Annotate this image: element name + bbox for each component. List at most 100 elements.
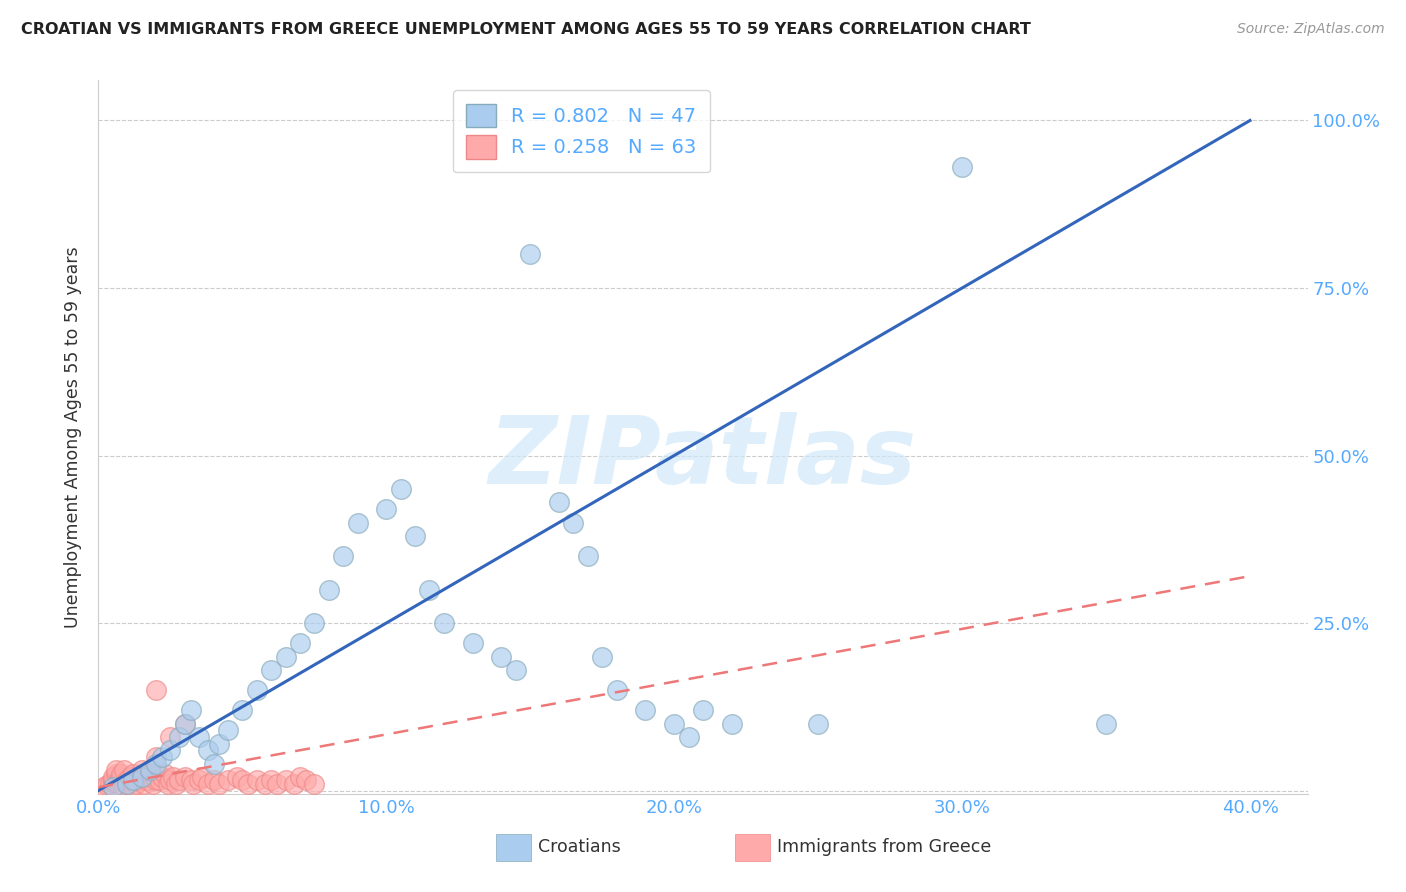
Point [197,743,219,757]
Point [519,247,541,261]
Text: Source: ZipAtlas.com: Source: ZipAtlas.com [1237,22,1385,37]
Y-axis label: Unemployment Among Ages 55 to 59 years: Unemployment Among Ages 55 to 59 years [65,246,83,628]
Point [93,780,115,794]
Point [98,777,121,791]
Point [180,703,202,717]
Text: Immigrants from Greece: Immigrants from Greece [776,838,991,856]
Point [202,756,225,771]
Point [159,773,181,788]
Point [807,716,830,731]
Point [139,766,162,780]
Point [101,770,124,784]
Point [246,683,269,698]
Point [260,773,283,788]
Point [145,683,167,698]
Point [433,615,456,630]
Point [634,703,657,717]
Point [266,777,288,791]
Point [128,770,150,784]
Point [142,777,165,791]
Point [389,482,412,496]
Point [101,773,124,788]
Point [122,773,145,788]
Point [562,516,585,530]
Point [145,773,167,788]
Point [720,716,742,731]
Point [294,773,316,788]
Point [254,777,277,791]
Point [122,780,145,794]
Point [188,730,211,744]
Point [112,780,135,794]
Point [107,773,129,788]
Point [375,502,398,516]
Point [606,683,628,698]
Point [505,663,527,677]
Point [101,780,124,794]
Point [145,756,167,771]
Point [115,777,138,791]
Point [318,582,340,597]
Point [159,730,181,744]
Point [225,770,247,784]
Point [110,766,132,780]
Point [288,636,311,650]
Point [202,773,225,788]
Point [107,777,129,791]
Point [125,777,148,791]
Point [120,770,142,784]
Point [231,703,253,717]
Point [150,750,173,764]
Point [231,773,253,788]
Point [283,777,305,791]
Point [162,770,184,784]
Point [125,773,148,788]
Point [664,716,686,731]
Text: Croatians: Croatians [537,838,620,856]
Point [112,764,135,778]
Text: ZIPatlas: ZIPatlas [489,412,917,505]
Point [159,743,181,757]
Point [304,777,326,791]
Point [548,495,571,509]
Point [115,777,138,791]
Point [136,773,159,788]
Point [145,750,167,764]
Point [165,777,187,791]
Point [153,766,176,780]
Point [236,777,259,791]
Point [591,649,613,664]
Point [173,716,195,731]
Point [274,773,297,788]
Point [134,777,156,791]
Point [576,549,599,563]
Legend: R = 0.802   N = 47, R = 0.258   N = 63: R = 0.802 N = 47, R = 0.258 N = 63 [453,90,710,172]
Text: CROATIAN VS IMMIGRANTS FROM GREECE UNEMPLOYMENT AMONG AGES 55 TO 59 YEARS CORREL: CROATIAN VS IMMIGRANTS FROM GREECE UNEMP… [21,22,1031,37]
Point [274,649,297,664]
Point [197,777,219,791]
Point [217,773,239,788]
Point [217,723,239,738]
Point [131,764,153,778]
Point [288,770,311,784]
Point [188,773,211,788]
Point [139,764,162,778]
Point [461,636,484,650]
Point [180,773,202,788]
Point [148,773,170,788]
Point [260,663,283,677]
Point [332,549,354,563]
Point [101,775,124,789]
Point [208,737,231,751]
Point [150,770,173,784]
Point [131,770,153,784]
Point [104,766,127,780]
Point [110,770,132,784]
Point [115,773,138,788]
Point [304,615,326,630]
Point [346,516,368,530]
Point [173,770,195,784]
Point [418,582,440,597]
Point [156,777,179,791]
Point [96,778,118,792]
